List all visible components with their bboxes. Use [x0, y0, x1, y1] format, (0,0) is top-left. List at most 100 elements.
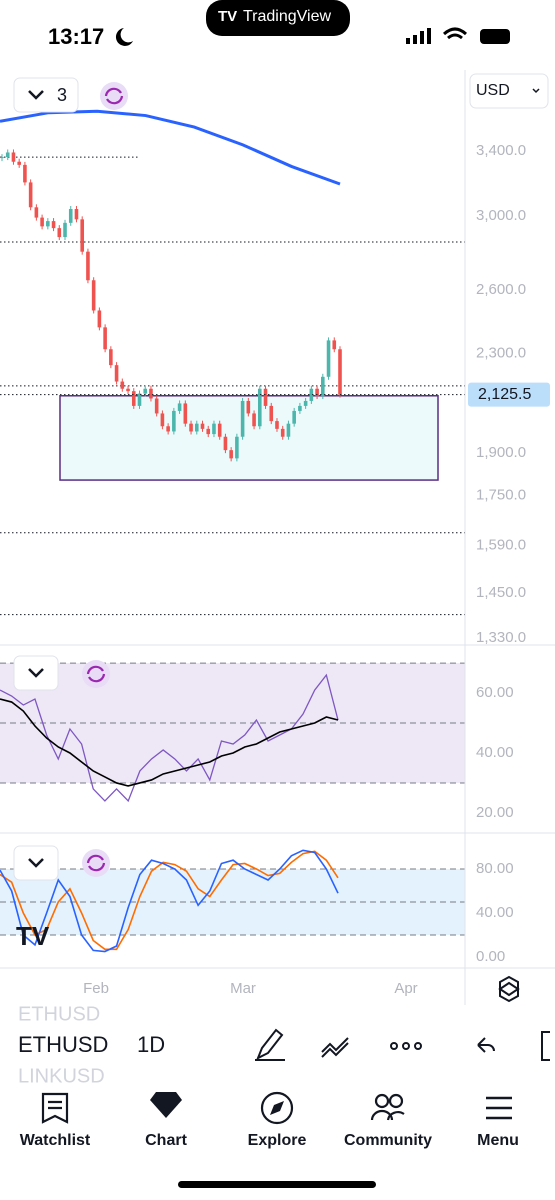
candle	[63, 222, 67, 238]
candle	[183, 403, 188, 424]
candle	[292, 410, 296, 424]
candle	[269, 405, 274, 422]
legend-toggle[interactable]	[13, 77, 79, 113]
candle	[252, 413, 256, 427]
price-tag	[468, 382, 550, 407]
candle	[137, 393, 142, 406]
draw-icon[interactable]	[255, 1028, 285, 1061]
x-tick-label: Mar	[230, 980, 256, 997]
currency-select[interactable]	[469, 73, 549, 109]
sync-icon	[86, 854, 106, 872]
y-tick-label: 1,900.0	[476, 444, 526, 461]
sync-button[interactable]	[82, 660, 110, 688]
candle	[68, 209, 73, 223]
indicators-icon[interactable]	[321, 1037, 349, 1058]
y-tick-label: 1,450.0	[476, 584, 526, 601]
candle	[11, 152, 16, 162]
nav-label[interactable]: Chart	[145, 1132, 187, 1149]
panel-toggle[interactable]	[13, 845, 59, 881]
currency: USD	[476, 82, 510, 99]
candle	[206, 428, 211, 435]
nav-label[interactable]: Watchlist	[20, 1132, 91, 1149]
candle	[309, 388, 314, 401]
candle	[103, 327, 107, 350]
sync-icon	[104, 87, 124, 105]
candle	[86, 251, 90, 281]
candle	[57, 228, 62, 238]
ghost-symbol: LINKUSD	[18, 1065, 105, 1087]
home-indicator	[178, 1181, 376, 1188]
candle	[91, 280, 96, 311]
more-icon[interactable]	[390, 1042, 422, 1050]
candle	[172, 410, 176, 432]
candle	[51, 221, 56, 229]
candle	[40, 217, 44, 227]
nav-label[interactable]: Explore	[248, 1132, 307, 1149]
candle	[286, 423, 291, 437]
candle	[109, 349, 113, 366]
panel-toggle[interactable]	[13, 655, 59, 691]
rsi-line	[0, 673, 339, 803]
candle	[194, 423, 199, 432]
candle	[315, 388, 319, 397]
candle	[160, 413, 165, 427]
y-tick-label: 60.00	[476, 684, 514, 701]
y-tick-label: 2,300.0	[476, 345, 526, 362]
y-tick-label: 40.00	[476, 904, 514, 921]
candle	[275, 421, 279, 429]
candle	[200, 423, 205, 429]
candle	[263, 388, 268, 406]
settings-icon[interactable]	[498, 975, 520, 1003]
plot-area: 3,400.0 3,000.0 2,600.0 2,300.0 1,900.0 1,750…	[0, 109, 550, 997]
interval[interactable]: 1D	[137, 1032, 165, 1057]
candle	[74, 209, 79, 220]
indicator-count: 3	[57, 85, 67, 105]
watermark-logo: TV	[16, 921, 50, 951]
y-tick-label: 80.00	[476, 860, 514, 877]
candle	[321, 376, 325, 397]
candle	[126, 388, 130, 392]
sync-button[interactable]	[82, 849, 110, 877]
layout-icon[interactable]	[541, 1031, 550, 1061]
explore-icon	[260, 1091, 294, 1125]
y-tick-label: 1,330.0	[476, 629, 526, 646]
candle	[34, 207, 39, 218]
candle	[131, 391, 136, 406]
menu-icon	[486, 1096, 512, 1120]
chevron	[532, 88, 540, 94]
chevron	[28, 858, 44, 868]
y-tick-label: 1,590.0	[476, 536, 526, 553]
brand-pill	[206, 0, 350, 36]
sync-icon	[86, 665, 106, 683]
candle	[114, 365, 119, 382]
sync-button[interactable]	[100, 82, 128, 110]
chart-icon	[150, 1092, 182, 1118]
y-tick-label: 20.00	[476, 804, 514, 821]
candle	[5, 152, 10, 158]
candle	[235, 436, 239, 459]
candle	[23, 164, 27, 183]
y-tick-label: 1,750.0	[476, 487, 526, 504]
candle	[97, 310, 102, 328]
symbol[interactable]: ETHUSD	[18, 1032, 108, 1057]
community-icon	[370, 1093, 405, 1121]
ghost-symbol: ETHUSD	[18, 1003, 100, 1025]
candle	[326, 340, 331, 377]
candle	[120, 381, 125, 389]
nav-label[interactable]: Community	[344, 1132, 432, 1149]
y-tick-label: 3,000.0	[476, 207, 526, 224]
x-tick-label: Feb	[83, 980, 109, 997]
y-tick-label: 2,600.0	[476, 281, 526, 298]
signal-icon	[406, 28, 431, 44]
undo-icon[interactable]	[477, 1037, 495, 1053]
nav-label[interactable]: Menu	[477, 1132, 519, 1149]
candle	[240, 400, 245, 437]
candle	[212, 423, 216, 435]
chevron	[28, 668, 44, 678]
battery-icon	[480, 29, 510, 44]
candle	[338, 349, 342, 395]
moving-average	[0, 109, 341, 186]
candle	[217, 423, 222, 437]
